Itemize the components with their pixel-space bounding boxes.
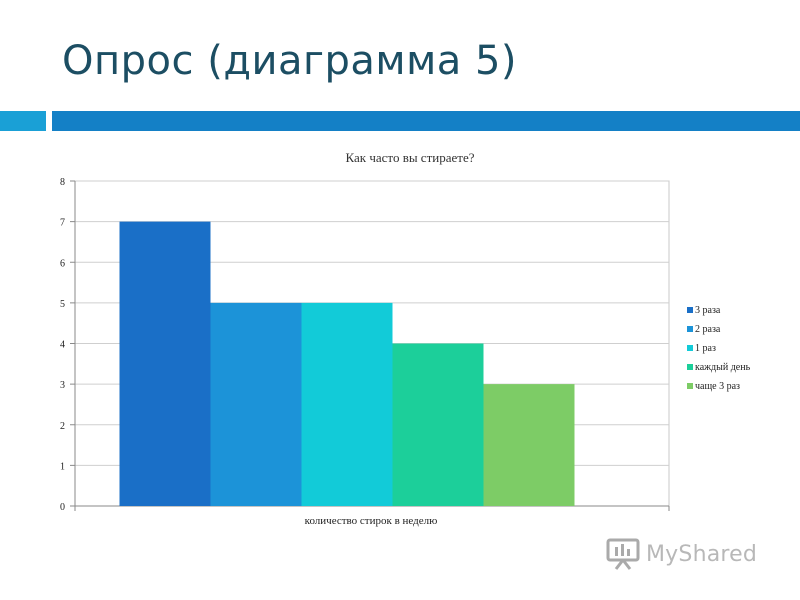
y-tick-label: 3 [60, 380, 65, 391]
legend-swatch [687, 307, 693, 313]
y-tick-label: 4 [60, 340, 65, 351]
y-tick-label: 7 [60, 218, 65, 229]
watermark: MyShared [606, 536, 757, 572]
legend-swatch [687, 345, 693, 351]
legend-label: каждый день [695, 362, 751, 373]
y-tick-label: 6 [60, 258, 65, 269]
legend-swatch [687, 383, 693, 389]
y-tick-label: 2 [60, 421, 65, 432]
y-tick-label: 8 [60, 177, 65, 188]
legend-label: 2 раза [695, 324, 721, 335]
legend-label: 1 раз [695, 343, 716, 354]
accent-bar-right [52, 111, 800, 131]
legend-label: чаще 3 раз [695, 381, 740, 392]
legend-swatch [687, 326, 693, 332]
presentation-board-icon [606, 538, 640, 570]
chart-title: Как часто вы стираете? [346, 150, 475, 165]
legend: 3 раза 2 раза 1 раз каждый день чаще 3 раз [687, 305, 751, 392]
bar-3 [301, 302, 393, 506]
y-tick-label: 5 [60, 299, 65, 310]
slide-title: Опрос (диаграмма 5) [62, 38, 518, 84]
legend-swatch [687, 364, 693, 370]
bars [119, 221, 575, 506]
bar-4 [392, 343, 484, 506]
y-tick-label: 1 [60, 461, 65, 472]
y-tick-label: 0 [60, 502, 65, 513]
bar-2 [210, 302, 302, 506]
bar-1 [119, 221, 211, 506]
bar-5 [483, 384, 575, 506]
accent-bar-left [0, 111, 46, 131]
axes: 0 1 2 3 4 5 6 7 8 [60, 177, 670, 513]
x-axis-label: количество стирок в неделю [305, 515, 438, 527]
watermark-text: MyShared [646, 541, 758, 567]
legend-label: 3 раза [695, 305, 721, 316]
